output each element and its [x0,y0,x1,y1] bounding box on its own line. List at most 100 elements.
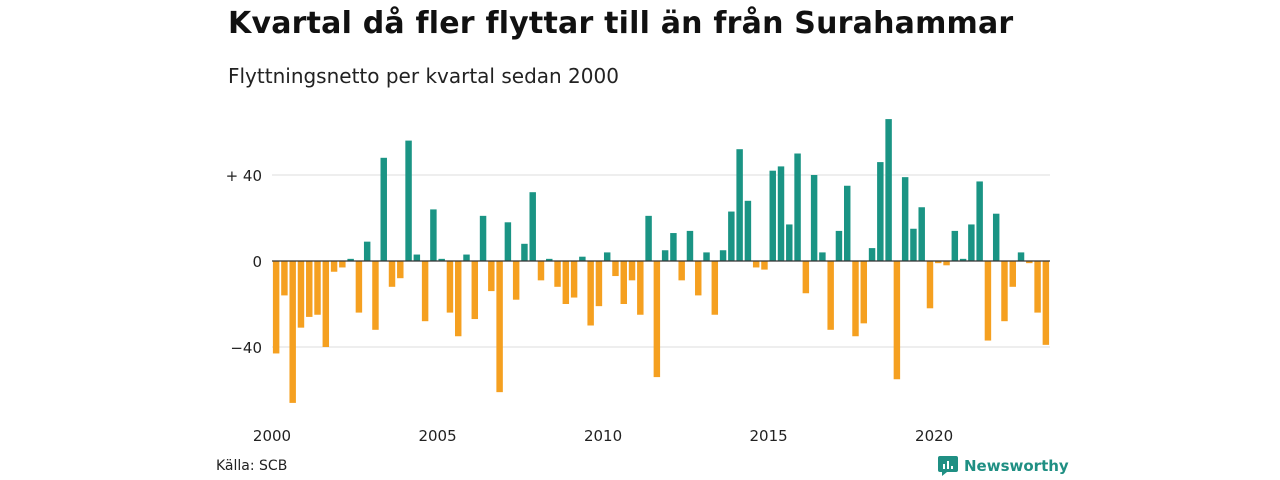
bar [686,230,694,261]
bar [603,252,611,261]
bar [587,261,594,326]
bar [463,254,470,261]
bar [910,228,917,261]
bar [281,261,288,296]
bar [719,250,727,261]
bar [959,258,967,261]
bar [479,215,487,261]
bar [314,261,321,315]
bar [802,261,810,294]
bar [1034,261,1041,313]
bar [347,258,354,261]
bar [943,261,950,266]
bar [405,140,412,261]
bar [595,261,603,307]
bar [926,261,934,309]
x-tick-label: 2005 [418,427,456,445]
bar [752,261,760,268]
bar [695,261,702,296]
bar [388,261,396,287]
bar [868,248,876,261]
bar [372,261,379,330]
bar [786,224,793,261]
bar [877,162,884,261]
bar [1009,261,1016,287]
source-label: Källa: SCB [216,458,288,474]
bar [992,213,1000,261]
bar [512,261,520,300]
bar [901,177,909,261]
bar [322,261,330,347]
bar [397,261,404,279]
bar [363,241,371,261]
x-tick-label: 2010 [584,427,622,445]
y-tick-label: + 40 [226,167,262,185]
bar [438,258,445,261]
bar [703,252,710,261]
bar [504,222,512,261]
bar [355,261,363,313]
brand-logo[interactable]: Newsworthy [938,456,1069,476]
bar [711,261,719,315]
x-tick-label: 2020 [915,427,953,445]
bar [496,261,503,393]
chart-subtitle: Flyttningsnetto per kvartal sedan 2000 [228,64,619,88]
bar [297,261,305,328]
bar [728,211,735,261]
bar [1017,252,1025,261]
bar [893,261,901,380]
bar [529,192,536,261]
bar [860,261,868,324]
bar [562,261,570,304]
bar [777,166,785,261]
bar [835,230,843,261]
bar [306,261,313,317]
bar [488,261,495,292]
bar [984,261,992,341]
bar [827,261,834,330]
bar [968,224,975,261]
bar [819,252,826,261]
bar [918,207,925,261]
bar [455,261,462,337]
bar [339,261,346,268]
bar [769,170,776,261]
brand-name: Newsworthy [964,457,1069,475]
bar [670,233,677,261]
bar [380,157,387,261]
bar-chart: + 40 0 −40 2000 2005 2010 2015 2020 [226,119,1050,445]
bar [810,175,818,261]
newsworthy-logo-icon [938,456,958,476]
bar [935,261,942,264]
bar [521,243,528,261]
bar [612,261,619,277]
y-tick-label: −40 [230,339,262,357]
bar [628,261,636,281]
bar [579,256,586,261]
bar [1026,261,1033,264]
bar [844,185,851,261]
bar [885,119,892,261]
bar [537,261,545,281]
bar [761,261,768,270]
bar [570,261,578,298]
bar [976,181,983,261]
bar [637,261,644,315]
bar [446,261,454,313]
bar [794,153,801,261]
bar [421,261,429,322]
bar [471,261,479,320]
bar [744,200,752,261]
bar [272,261,280,354]
bar [1042,261,1050,345]
bar [554,261,561,287]
bar [546,258,553,261]
bar [678,261,685,281]
bar [645,215,652,261]
bar [1001,261,1008,322]
x-tick-label: 2015 [750,427,788,445]
chart-title: Kvartal då fler flyttar till än från Sur… [228,6,1014,41]
bar [330,261,338,272]
bar [736,149,743,261]
bar [951,230,959,261]
